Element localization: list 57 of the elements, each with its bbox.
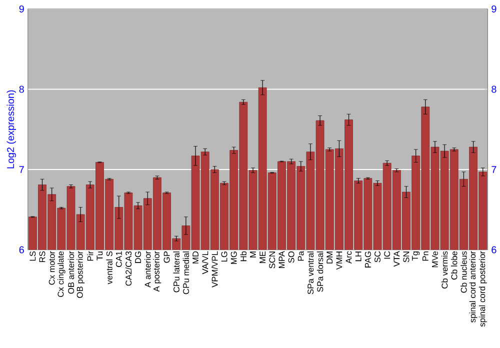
- x-tick-label: CPu medial: [182, 251, 190, 294]
- x-tick-label: A posterior: [153, 250, 162, 292]
- y2-tick-label: 9: [492, 5, 496, 12]
- x-tick-label: MG: [230, 251, 237, 264]
- y-axis-title: Log2 (expression): [6, 90, 16, 168]
- x-tick-label: VTA: [394, 250, 400, 267]
- x-tick-label: Tu: [96, 251, 103, 260]
- x-tick-label: M: [250, 252, 256, 258]
- x-tick-label: Arc: [346, 251, 352, 264]
- x-tick-label: CA1: [116, 251, 122, 267]
- x-tick-label: CA2/CA3: [125, 251, 132, 286]
- x-tick-label: SC: [374, 251, 380, 262]
- x-tick-label: Cx motor: [48, 250, 55, 285]
- x-tick-label: Cx cingulate: [57, 251, 66, 297]
- x-tick-label: ME: [260, 251, 266, 263]
- x-tick-label: Cb vermis: [441, 251, 448, 288]
- x-tick-label: LH: [355, 252, 362, 261]
- x-tick-label: IC: [384, 251, 390, 258]
- x-tick-label: VMH: [336, 252, 342, 270]
- x-tick-label: VA/VL: [202, 251, 208, 274]
- x-tick-label: GP: [164, 251, 170, 263]
- x-tick-label: SCN: [269, 252, 276, 268]
- x-tick-label: MPA: [278, 250, 285, 268]
- x-tick-label: MVe: [432, 251, 438, 268]
- x-tick-label: LS: [30, 251, 36, 260]
- x-tick-label: SN: [403, 252, 410, 262]
- x-tick-label: SO: [288, 251, 294, 263]
- y-tick-label: 9: [19, 5, 24, 12]
- x-tick-label: Hb: [240, 251, 246, 261]
- x-tick-label: PAG: [364, 251, 371, 268]
- x-tick-label: ventral S: [106, 251, 112, 284]
- x-tick-label: SPa dorsal: [316, 251, 324, 292]
- x-tick-label: Pa: [298, 250, 304, 260]
- x-tick-label: spinal cord posterior: [478, 251, 487, 326]
- x-tick-label: VPM/VPL: [212, 251, 218, 288]
- x-tick-label: CPu lateral: [173, 251, 180, 292]
- x-tick-label: Tg: [412, 251, 420, 260]
- y-tick-label: 6: [19, 246, 24, 254]
- x-tick-label: LG: [221, 251, 228, 262]
- y2-tick-label: 7: [492, 166, 496, 173]
- x-tick-label: Pn: [422, 251, 428, 260]
- y2-tick-label: 8: [492, 86, 496, 93]
- x-tick-label: A anterior: [144, 250, 151, 288]
- y-tick-label: 8: [19, 86, 24, 93]
- x-tick-label: spinal cord anterior: [469, 251, 478, 322]
- x-tick-label: Pir: [87, 250, 94, 260]
- x-tick-label: DM: [326, 252, 333, 264]
- y-tick-label: 7: [19, 166, 24, 173]
- x-tick-label: RS: [39, 251, 46, 262]
- x-tick-label: MD: [192, 251, 198, 264]
- x-tick-label: SPa ventral: [307, 251, 314, 294]
- x-tick-label: DG: [135, 251, 142, 263]
- x-tick-label: OB posterior: [76, 250, 84, 298]
- y2-tick-label: 6: [492, 246, 496, 254]
- x-tick-label: Cb lobe: [451, 251, 458, 280]
- x-tick-label: OB anterior: [68, 250, 74, 294]
- x-tick-label: Cb nucleus: [460, 251, 467, 293]
